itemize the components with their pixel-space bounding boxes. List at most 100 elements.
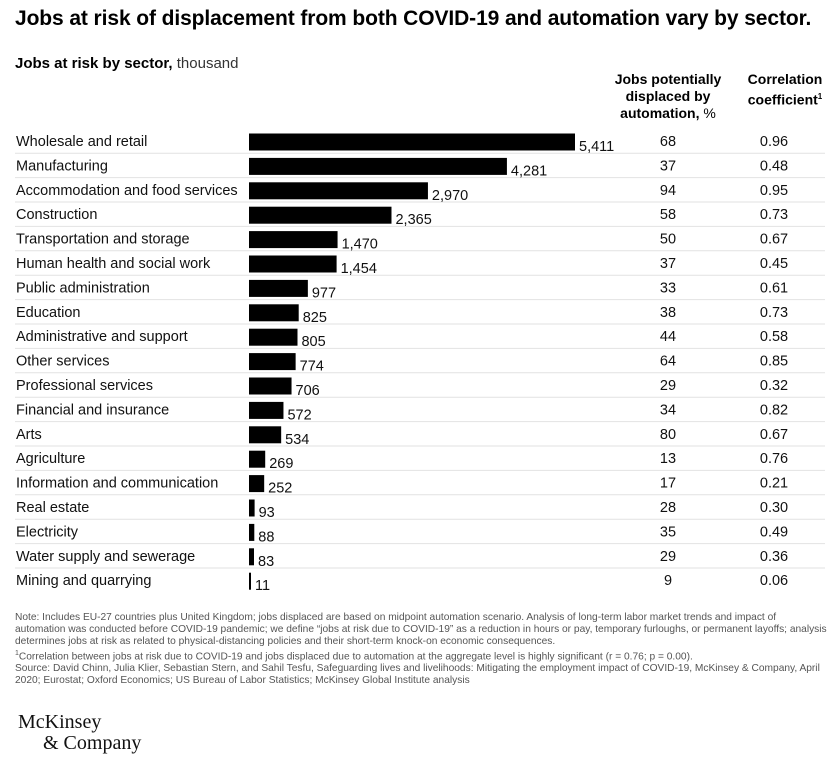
category-label: Arts bbox=[16, 427, 42, 443]
category-label: Water supply and sewerage bbox=[16, 549, 195, 565]
category-label: Other services bbox=[16, 354, 109, 370]
correlation-value: 0.49 bbox=[760, 524, 788, 540]
logo-line2: & Company bbox=[43, 732, 142, 754]
automation-pct-value: 28 bbox=[660, 500, 676, 516]
source-text: Source: David Chinn, Julia Klier, Sebast… bbox=[15, 663, 820, 687]
automation-pct-value: 37 bbox=[660, 158, 676, 174]
correlation-value: 0.36 bbox=[760, 549, 788, 565]
correlation-value: 0.21 bbox=[760, 476, 788, 492]
correlation-value: 0.85 bbox=[760, 354, 788, 370]
chart-notes: Note: Includes EU-27 countries plus Unit… bbox=[15, 612, 827, 687]
automation-header-line3: automation, bbox=[620, 105, 700, 121]
bar-value-label: 2,970 bbox=[432, 188, 468, 204]
bar-value-label: 11 bbox=[255, 578, 270, 594]
subtitle-unit: thousand bbox=[176, 55, 239, 72]
bar bbox=[249, 255, 337, 273]
bar bbox=[249, 157, 507, 175]
category-label: Wholesale and retail bbox=[16, 134, 147, 150]
bar-value-label: 1,470 bbox=[342, 237, 378, 253]
category-label: Manufacturing bbox=[16, 158, 108, 174]
correlation-value: 0.06 bbox=[760, 573, 788, 589]
automation-pct-value: 33 bbox=[660, 280, 676, 296]
automation-pct-value: 44 bbox=[660, 329, 676, 345]
bar-value-label: 534 bbox=[285, 432, 309, 448]
correlation-value: 0.30 bbox=[760, 500, 788, 516]
automation-pct-value: 13 bbox=[660, 451, 676, 467]
correlation-value: 0.45 bbox=[760, 256, 788, 272]
correlation-value: 0.73 bbox=[760, 305, 788, 321]
bar-value-label: 774 bbox=[300, 359, 324, 375]
mckinsey-logo: McKinsey & Company bbox=[18, 712, 141, 754]
bar bbox=[249, 548, 255, 566]
automation-pct-value: 38 bbox=[660, 305, 676, 321]
automation-pct-value: 9 bbox=[664, 573, 672, 589]
bar bbox=[249, 572, 251, 590]
automation-pct-value: 94 bbox=[660, 183, 676, 199]
automation-pct-value: 34 bbox=[660, 402, 676, 418]
bar-value-label: 252 bbox=[268, 481, 292, 497]
automation-pct-value: 58 bbox=[660, 207, 676, 223]
category-label: Human health and social work bbox=[16, 256, 211, 272]
correlation-header-line2: coefficient bbox=[747, 91, 818, 108]
bar bbox=[249, 426, 282, 444]
chart-subtitle: Jobs at risk by sector, thousand bbox=[15, 55, 238, 72]
bar bbox=[249, 377, 292, 395]
correlation-value: 0.82 bbox=[760, 402, 788, 418]
category-label: Accommodation and food services bbox=[16, 183, 238, 199]
category-label: Transportation and storage bbox=[16, 232, 190, 248]
bar bbox=[249, 182, 428, 200]
note-text: Note: Includes EU-27 countries plus Unit… bbox=[15, 612, 827, 647]
bar bbox=[249, 231, 338, 249]
correlation-value: 0.67 bbox=[760, 232, 788, 248]
logo-line1: McKinsey bbox=[18, 711, 102, 733]
automation-header-line1: Jobs potentially bbox=[614, 71, 722, 87]
category-label: Public administration bbox=[16, 280, 150, 296]
bar-chart: Wholesale and retail 5,411 68 0.96 Manufactu… bbox=[15, 133, 825, 594]
bar bbox=[249, 401, 284, 419]
footnote-text: Correlation between jobs at risk due to … bbox=[18, 651, 693, 663]
category-label: Electricity bbox=[16, 524, 79, 540]
bar bbox=[249, 279, 308, 297]
correlation-value: 0.67 bbox=[760, 427, 788, 443]
bar-value-label: 1,454 bbox=[341, 261, 377, 277]
bar bbox=[249, 450, 266, 468]
category-label: Construction bbox=[16, 207, 97, 223]
bar-value-label: 83 bbox=[258, 554, 274, 570]
bar bbox=[249, 523, 255, 541]
category-label: Financial and insurance bbox=[16, 402, 169, 418]
bar-value-label: 93 bbox=[259, 505, 275, 521]
category-label: Administrative and support bbox=[16, 329, 188, 345]
bar bbox=[249, 206, 392, 224]
correlation-value: 0.48 bbox=[760, 158, 788, 174]
chart-title: Jobs at risk of displacement from both C… bbox=[15, 7, 812, 30]
bar-value-label: 825 bbox=[303, 310, 327, 326]
category-label: Agriculture bbox=[16, 451, 85, 467]
category-label: Education bbox=[16, 305, 81, 321]
bar-value-label: 2,365 bbox=[395, 212, 431, 228]
automation-pct-value: 50 bbox=[660, 232, 676, 248]
correlation-value: 0.58 bbox=[760, 329, 788, 345]
correlation-value: 0.73 bbox=[760, 207, 788, 223]
automation-pct-value: 35 bbox=[660, 524, 676, 540]
correlation-value: 0.96 bbox=[760, 134, 788, 150]
automation-pct-value: 29 bbox=[660, 378, 676, 394]
bar-value-label: 805 bbox=[301, 334, 325, 350]
automation-header-line2: displaced by bbox=[625, 88, 711, 104]
automation-pct-value: 68 bbox=[660, 134, 676, 150]
correlation-column-header: Correlation coefficient1 bbox=[735, 71, 835, 109]
bar bbox=[249, 133, 575, 151]
bar bbox=[249, 328, 298, 346]
automation-column-header: Jobs potentially displaced by automation… bbox=[606, 71, 730, 122]
automation-pct-value: 37 bbox=[660, 256, 676, 272]
automation-pct-value: 17 bbox=[660, 476, 676, 492]
correlation-header-line1: Correlation bbox=[747, 71, 823, 87]
bar-value-label: 269 bbox=[269, 456, 293, 472]
bar-value-label: 88 bbox=[258, 529, 274, 545]
automation-pct-value: 64 bbox=[660, 354, 676, 370]
note-footnote-mark: 1 bbox=[15, 650, 19, 657]
bar-value-label: 977 bbox=[312, 285, 336, 301]
automation-pct-value: 80 bbox=[660, 427, 676, 443]
category-label: Mining and quarrying bbox=[16, 573, 151, 589]
category-label: Professional services bbox=[16, 378, 153, 394]
automation-header-unit: % bbox=[703, 105, 716, 121]
